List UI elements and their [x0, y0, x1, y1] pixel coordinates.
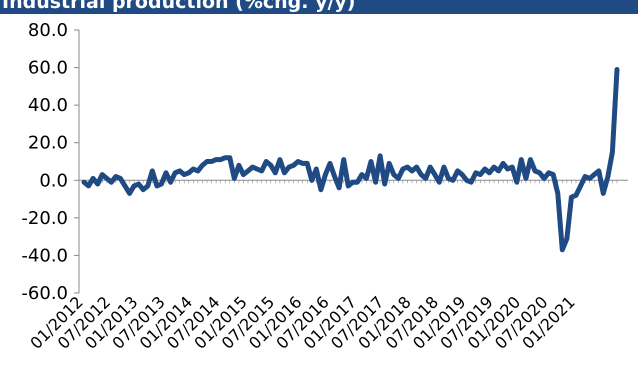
y-tick-label: 20.0 [28, 133, 68, 154]
y-tick-label: -40.0 [21, 245, 68, 266]
chart-title-bar: Industrial production (%chg. y/y) [0, 0, 638, 14]
y-tick-label: 60.0 [28, 58, 68, 79]
chart-title: Industrial production (%chg. y/y) [2, 0, 356, 13]
y-tick-label: 80.0 [28, 20, 68, 41]
series-group [81, 67, 620, 253]
y-tick-label: -20.0 [21, 208, 68, 229]
series-line [81, 67, 620, 253]
y-axis: 80.0 60.0 40.0 20.0 0.0 -20.0 -40.0 -60.0 [21, 20, 80, 304]
x-axis: 01/201207/201201/201307/201301/201407/20… [26, 179, 628, 353]
y-tick-label: -60.0 [21, 283, 68, 304]
y-tick-label: 40.0 [28, 95, 68, 116]
y-tick-label: 0.0 [39, 170, 68, 191]
